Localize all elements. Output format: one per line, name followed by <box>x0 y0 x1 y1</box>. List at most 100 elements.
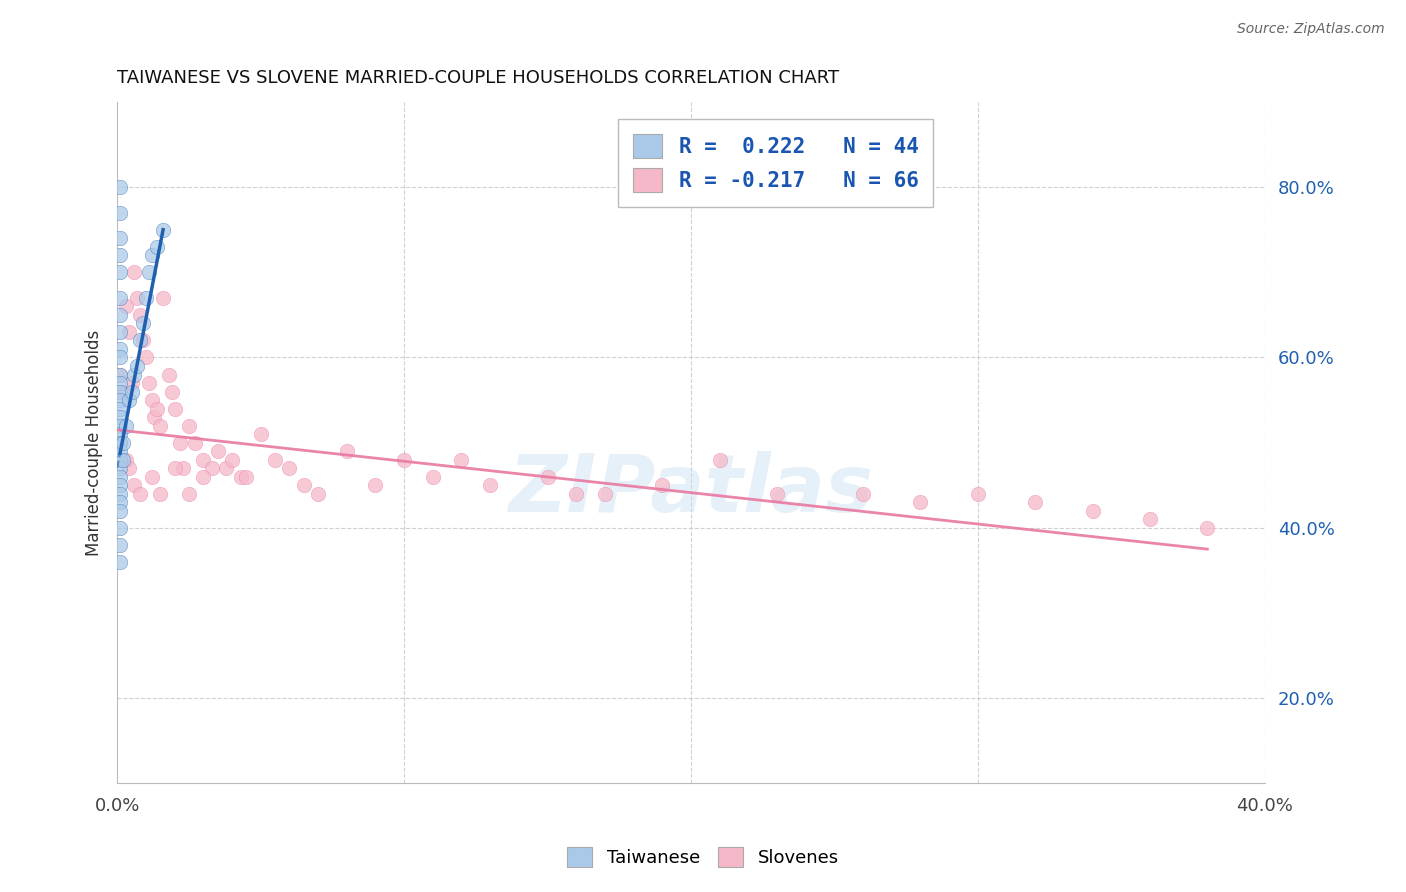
Point <box>249 427 271 442</box>
Point <box>108 435 131 450</box>
Point <box>593 487 616 501</box>
Point <box>146 240 169 254</box>
Point <box>966 487 988 501</box>
Point <box>152 223 174 237</box>
Point <box>163 461 186 475</box>
Point <box>141 469 163 483</box>
Y-axis label: Married-couple Households: Married-couple Households <box>86 329 103 556</box>
Point <box>1024 495 1046 509</box>
Point <box>160 384 183 399</box>
Point <box>124 478 146 492</box>
Point <box>450 452 472 467</box>
Text: TAIWANESE VS SLOVENE MARRIED-COUPLE HOUSEHOLDS CORRELATION CHART: TAIWANESE VS SLOVENE MARRIED-COUPLE HOUS… <box>117 69 839 87</box>
Point <box>108 231 131 245</box>
Point <box>108 180 131 194</box>
Point <box>132 317 155 331</box>
Point <box>201 461 224 475</box>
Point <box>146 401 169 416</box>
Point <box>124 368 146 382</box>
Point <box>207 444 229 458</box>
Point <box>536 469 558 483</box>
Point <box>111 384 134 399</box>
Point <box>1081 504 1104 518</box>
Point <box>108 427 131 442</box>
Point <box>108 384 131 399</box>
Point <box>143 410 166 425</box>
Point <box>565 487 588 501</box>
Point <box>108 538 131 552</box>
Point <box>135 351 157 365</box>
Point <box>215 461 238 475</box>
Point <box>118 325 141 339</box>
Legend: R =  0.222   N = 44, R = -0.217   N = 66: R = 0.222 N = 44, R = -0.217 N = 66 <box>619 120 934 207</box>
Point <box>152 291 174 305</box>
Point <box>108 469 131 483</box>
Point <box>108 205 131 219</box>
Point <box>193 469 215 483</box>
Point <box>114 452 136 467</box>
Point <box>108 452 131 467</box>
Point <box>118 393 141 408</box>
Point <box>108 325 131 339</box>
Point <box>235 469 257 483</box>
Point <box>392 452 415 467</box>
Point <box>422 469 444 483</box>
Point <box>111 435 134 450</box>
Point <box>229 469 252 483</box>
Point <box>121 376 143 390</box>
Point <box>108 435 131 450</box>
Point <box>149 487 172 501</box>
Point <box>479 478 502 492</box>
Point <box>108 265 131 279</box>
Point <box>108 444 131 458</box>
Point <box>141 248 163 262</box>
Point <box>108 393 131 408</box>
Point <box>149 418 172 433</box>
Point <box>127 359 149 373</box>
Point <box>108 342 131 356</box>
Point <box>264 452 287 467</box>
Point <box>108 351 131 365</box>
Point <box>910 495 932 509</box>
Point <box>221 452 243 467</box>
Point <box>108 478 131 492</box>
Point <box>172 461 194 475</box>
Point <box>108 368 131 382</box>
Point <box>108 461 131 475</box>
Point <box>138 265 160 279</box>
Point <box>124 265 146 279</box>
Point <box>169 435 191 450</box>
Point <box>364 478 387 492</box>
Point <box>1197 521 1219 535</box>
Point <box>129 334 152 348</box>
Point <box>118 461 141 475</box>
Point <box>108 401 131 416</box>
Point <box>278 461 301 475</box>
Point <box>1139 512 1161 526</box>
Point <box>108 504 131 518</box>
Point <box>709 452 731 467</box>
Point <box>307 487 329 501</box>
Point <box>177 418 200 433</box>
Point <box>129 487 152 501</box>
Point <box>108 368 131 382</box>
Point <box>336 444 359 458</box>
Point <box>108 418 131 433</box>
Point <box>108 521 131 535</box>
Point <box>132 334 155 348</box>
Point <box>108 248 131 262</box>
Point <box>177 487 200 501</box>
Point <box>157 368 180 382</box>
Point <box>108 376 131 390</box>
Point <box>651 478 673 492</box>
Point <box>108 308 131 322</box>
Text: ZIPatlas: ZIPatlas <box>509 451 873 529</box>
Point <box>108 555 131 569</box>
Point <box>193 452 215 467</box>
Point <box>138 376 160 390</box>
Legend: Taiwanese, Slovenes: Taiwanese, Slovenes <box>560 839 846 874</box>
Point <box>766 487 789 501</box>
Point <box>183 435 205 450</box>
Point <box>852 487 875 501</box>
Text: Source: ZipAtlas.com: Source: ZipAtlas.com <box>1237 22 1385 37</box>
